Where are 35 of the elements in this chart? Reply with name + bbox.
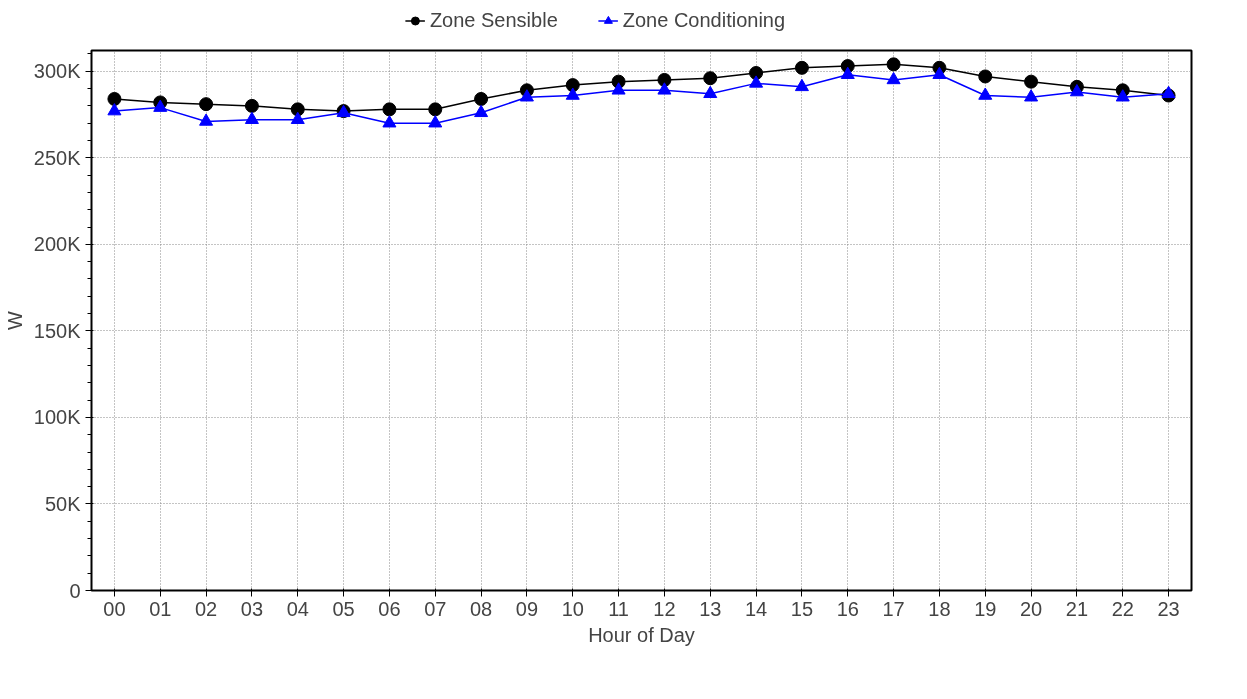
- y-axis-title: W: [3, 310, 26, 330]
- x-tick-label: 10: [561, 597, 584, 620]
- x-tick-label: 20: [1019, 597, 1043, 620]
- x-tick-label: 21: [1065, 597, 1089, 620]
- x-tick-label: 09: [515, 597, 539, 620]
- x-tick-label: 18: [928, 597, 951, 620]
- y-tick-label: 0: [69, 579, 81, 602]
- legend-label: Zone Sensible: [429, 8, 558, 32]
- x-tick-label: 14: [744, 597, 768, 620]
- y-tick-label: 100K: [33, 406, 82, 429]
- x-tick-label: 19: [974, 597, 997, 620]
- x-tick-label: 22: [1111, 597, 1134, 620]
- x-tick-label: 12: [653, 597, 676, 620]
- y-tick-label: 50K: [44, 492, 82, 515]
- x-tick-label: 00: [103, 597, 126, 620]
- x-tick-label: 17: [882, 597, 905, 620]
- y-tick-label: 300K: [33, 60, 82, 83]
- x-tick-label: 03: [240, 597, 264, 620]
- x-tick-label: 05: [332, 597, 355, 620]
- x-tick-label: 04: [286, 597, 309, 620]
- x-tick-label: 15: [790, 597, 814, 620]
- x-tick-label: 16: [836, 597, 859, 620]
- x-tick-label: 08: [469, 597, 493, 620]
- y-tick-label: 250K: [33, 146, 82, 169]
- y-tick-label: 150K: [33, 319, 82, 342]
- x-tick-label: 11: [608, 597, 629, 620]
- x-axis-title: Hour of Day: [588, 623, 695, 646]
- x-tick-label: 07: [424, 597, 447, 620]
- x-tick-label: 13: [699, 597, 722, 620]
- x-tick-label: 06: [378, 597, 401, 620]
- x-tick-label: 01: [149, 597, 172, 620]
- y-tick-label: 200K: [33, 233, 82, 256]
- legend-label: Zone Conditioning: [622, 8, 786, 32]
- x-tick-label: 02: [194, 597, 218, 620]
- x-tick-label: 23: [1157, 597, 1180, 620]
